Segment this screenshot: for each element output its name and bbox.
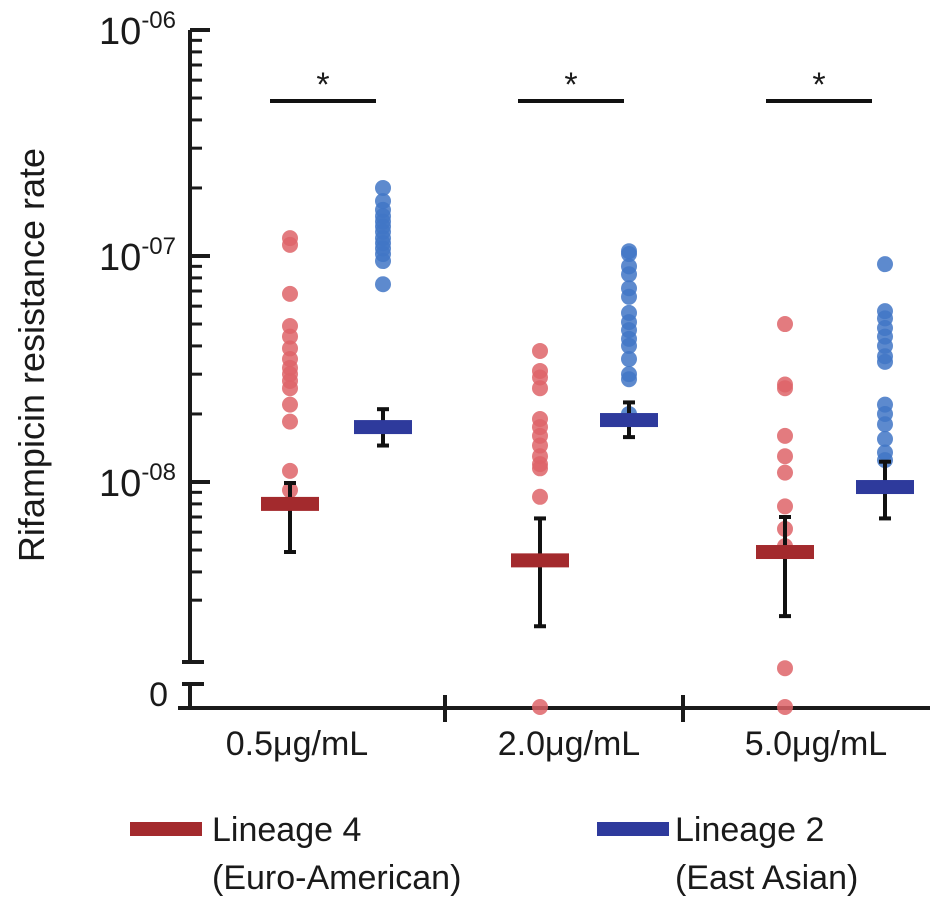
data-point <box>777 380 793 397</box>
data-point <box>777 448 793 465</box>
legend-label-lineage-4: Lineage 4 <box>212 811 361 849</box>
y-tick-label: 10-08 <box>99 459 176 505</box>
data-point <box>282 462 298 479</box>
data-point <box>621 371 637 388</box>
significance-star: * <box>316 66 329 104</box>
mean-bar <box>856 480 914 495</box>
data-point <box>777 660 793 677</box>
data-point <box>877 430 893 447</box>
data-point <box>777 464 793 481</box>
y-tick-label-zero: 0 <box>149 676 168 714</box>
data-point <box>621 246 637 263</box>
mean-bar <box>261 496 319 511</box>
data-point <box>532 380 548 397</box>
data-point <box>532 342 548 359</box>
data-point <box>777 316 793 333</box>
data-point <box>375 276 391 293</box>
mean-bars <box>261 413 914 568</box>
data-point <box>777 699 793 715</box>
x-tick-label: 2.0μg/mL <box>498 725 640 763</box>
data-points <box>282 179 893 715</box>
data-point <box>282 380 298 397</box>
axis-break <box>182 660 204 686</box>
data-point <box>532 488 548 505</box>
error-bars <box>284 400 891 629</box>
data-point <box>621 351 637 368</box>
mean-bar <box>511 553 569 568</box>
data-point <box>877 416 893 433</box>
significance-star: * <box>812 66 825 104</box>
y-tick-label: 10-06 <box>99 7 176 53</box>
x-tick-labels: 0.5μg/mL 2.0μg/mL 5.0μg/mL <box>226 725 887 763</box>
data-point <box>621 337 637 354</box>
data-point <box>282 413 298 430</box>
legend-sublabel-lineage-2: (East Asian) <box>675 859 858 897</box>
data-point <box>282 285 298 302</box>
data-point <box>282 328 298 345</box>
legend-swatch-lineage-4 <box>130 822 202 836</box>
data-point <box>282 396 298 413</box>
legend-sublabel-lineage-4: (Euro-American) <box>212 859 461 897</box>
mean-bar <box>354 420 412 435</box>
x-group-dividers <box>443 695 685 722</box>
data-point <box>532 699 548 715</box>
data-point <box>375 253 391 270</box>
data-point <box>375 179 391 196</box>
data-point <box>621 288 637 305</box>
legend-label-lineage-2: Lineage 2 <box>675 811 824 849</box>
legend-swatch-lineage-2 <box>597 822 669 836</box>
data-point <box>877 256 893 273</box>
mean-bar <box>756 545 814 560</box>
data-point <box>777 498 793 515</box>
y-minor-ticks <box>190 28 210 602</box>
y-axis-label: Rifampicin resistance rate <box>11 148 52 562</box>
data-point <box>777 427 793 444</box>
data-point <box>532 460 548 477</box>
data-point <box>282 236 298 253</box>
y-tick-labels: 10-08 10-07 10-06 <box>99 7 176 505</box>
significance-star: * <box>564 66 577 104</box>
significance-brackets: * * * <box>270 66 872 104</box>
y-tick-label: 10-07 <box>99 233 176 279</box>
legend: Lineage 4 (Euro-American) Lineage 2 (Eas… <box>130 811 858 897</box>
x-tick-label: 0.5μg/mL <box>226 725 368 763</box>
mean-bar <box>600 413 658 428</box>
x-tick-label: 5.0μg/mL <box>745 725 887 763</box>
data-point <box>877 353 893 370</box>
data-point <box>621 266 637 283</box>
